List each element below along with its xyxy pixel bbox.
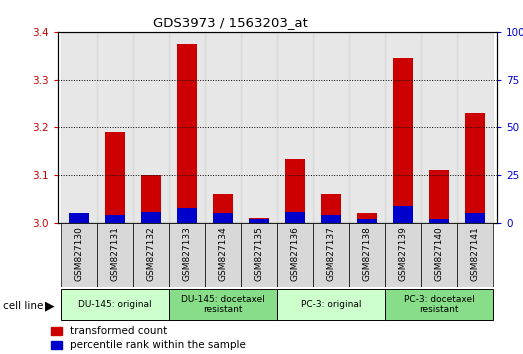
Bar [277, 289, 385, 320]
Bar [321, 194, 341, 223]
Bar [97, 223, 133, 287]
Bar [141, 175, 161, 223]
Bar [313, 32, 349, 223]
Bar [285, 212, 305, 223]
Text: GSM827134: GSM827134 [219, 226, 228, 281]
Text: GSM827130: GSM827130 [75, 226, 84, 281]
Bar [385, 32, 421, 223]
Text: DU-145: original: DU-145: original [78, 300, 152, 309]
Bar [465, 213, 485, 223]
Bar [141, 212, 161, 223]
Bar [321, 215, 341, 223]
Bar [69, 213, 89, 223]
Bar [249, 219, 269, 223]
Bar [177, 44, 197, 223]
Bar [205, 32, 241, 223]
Text: DU-145: docetaxel
resistant: DU-145: docetaxel resistant [181, 295, 265, 314]
Text: GSM827138: GSM827138 [363, 226, 372, 281]
Text: GSM827133: GSM827133 [183, 226, 191, 281]
Bar [97, 32, 133, 223]
Bar [457, 32, 493, 223]
Text: GSM827139: GSM827139 [399, 226, 408, 281]
Bar [133, 223, 169, 287]
Text: GDS3973 / 1563203_at: GDS3973 / 1563203_at [153, 16, 308, 29]
Bar [133, 32, 169, 223]
Bar [393, 206, 413, 223]
Bar [169, 223, 205, 287]
Bar [205, 223, 241, 287]
Bar [105, 215, 125, 223]
Bar [457, 223, 493, 287]
Bar [357, 213, 377, 223]
Text: cell line: cell line [3, 301, 43, 311]
Bar [313, 223, 349, 287]
Bar [277, 32, 313, 223]
Text: GSM827141: GSM827141 [471, 226, 480, 281]
Bar [61, 32, 97, 223]
Bar [385, 289, 493, 320]
Bar [277, 223, 313, 287]
Bar [393, 58, 413, 223]
Bar [61, 289, 169, 320]
Bar [285, 159, 305, 223]
Legend: transformed count, percentile rank within the sample: transformed count, percentile rank withi… [47, 322, 250, 354]
Text: PC-3: original: PC-3: original [301, 300, 361, 309]
Bar [169, 289, 277, 320]
Bar [349, 223, 385, 287]
Bar [249, 218, 269, 223]
Bar [177, 208, 197, 223]
Bar [213, 213, 233, 223]
Bar [241, 223, 277, 287]
Text: GSM827140: GSM827140 [435, 226, 444, 281]
Bar [69, 213, 89, 223]
Text: GSM827137: GSM827137 [327, 226, 336, 281]
Bar [421, 223, 457, 287]
Bar [241, 32, 277, 223]
Text: PC-3: docetaxel
resistant: PC-3: docetaxel resistant [404, 295, 474, 314]
Bar [429, 219, 449, 223]
Bar [465, 113, 485, 223]
Bar [213, 194, 233, 223]
Bar [357, 219, 377, 223]
Bar [429, 171, 449, 223]
Bar [385, 223, 421, 287]
Bar [61, 223, 97, 287]
Text: GSM827135: GSM827135 [255, 226, 264, 281]
Text: GSM827131: GSM827131 [111, 226, 120, 281]
Text: GSM827132: GSM827132 [146, 226, 156, 281]
Bar [169, 32, 205, 223]
Bar [421, 32, 457, 223]
Bar [349, 32, 385, 223]
Text: ▶: ▶ [45, 300, 54, 313]
Text: GSM827136: GSM827136 [291, 226, 300, 281]
Bar [105, 132, 125, 223]
